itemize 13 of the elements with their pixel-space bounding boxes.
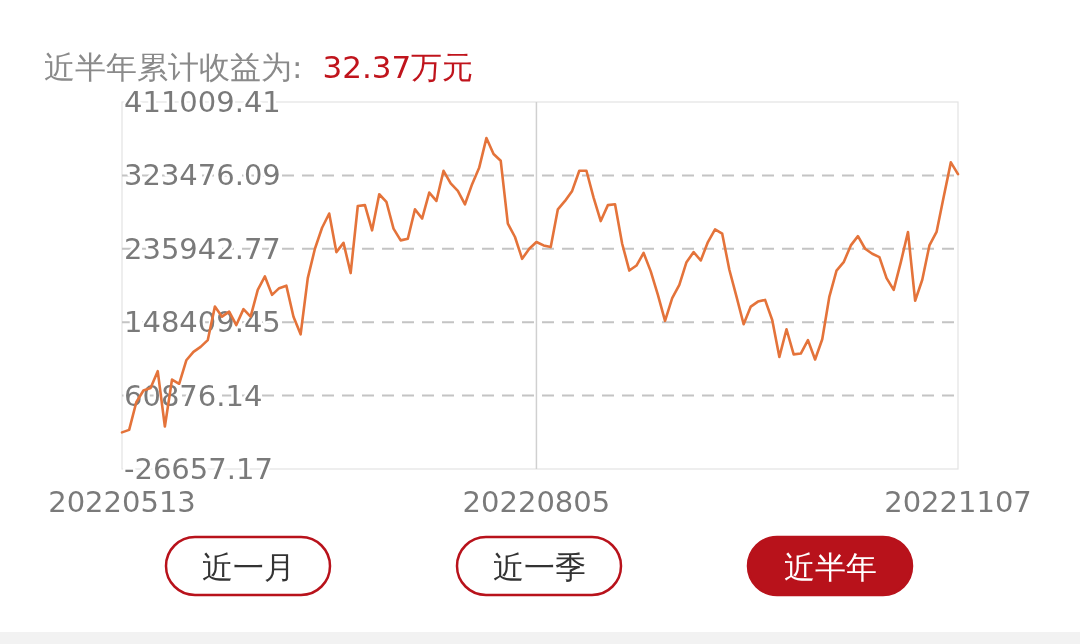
y-tick-label: 411009.41: [124, 85, 281, 119]
y-tick-label: 235942.77: [124, 231, 281, 266]
x-tick-label: 20220513: [48, 485, 196, 519]
button: 近半年: [746, 535, 914, 597]
y-tick-label: -26657.17: [124, 452, 273, 486]
button: 近一月: [164, 535, 332, 597]
y-tick-label: 323476.09: [124, 158, 281, 193]
x-tick-label: 20221107: [884, 485, 1032, 519]
chart-title: 近半年累计收益为:: [44, 49, 303, 85]
line-series: [120, 136, 960, 434]
x-tick-label: 20220805: [462, 485, 611, 519]
chart-subtitle: 32.37万元: [322, 49, 474, 85]
button: 近一季: [455, 535, 623, 597]
